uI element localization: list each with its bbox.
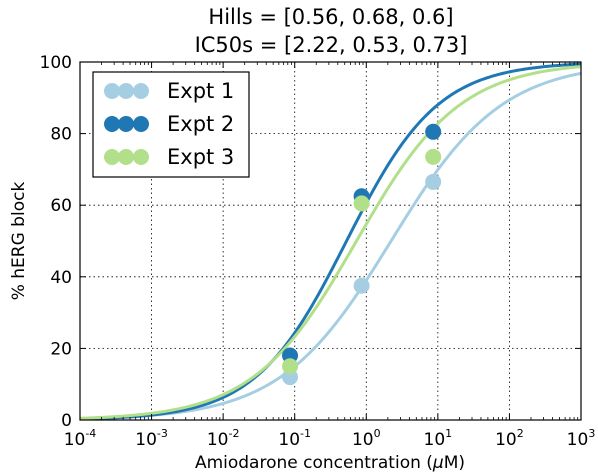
legend-label: Expt 1: [167, 79, 234, 103]
legend-marker: [104, 116, 120, 132]
y-tick-label: 0: [61, 411, 72, 431]
x-tick-label: 102: [495, 427, 524, 450]
legend: Expt 1 Expt 2 Expt 3: [92, 71, 250, 178]
axis-ticks: [79, 61, 582, 421]
x-tick-label: 10-4: [64, 427, 97, 450]
legend-marker: [104, 149, 120, 165]
data-point-series-3: [353, 195, 370, 212]
legend-label: Expt 3: [167, 145, 234, 169]
fitted-curves: [79, 62, 582, 421]
curve-series-3: [79, 65, 582, 420]
legend-marker: [133, 149, 149, 165]
legend-marker: [118, 116, 134, 132]
legend-marker: [104, 83, 120, 99]
data-point-series-3: [425, 148, 442, 165]
data-point-series-1: [353, 277, 370, 294]
x-tick-label: 10-3: [135, 427, 168, 450]
data-points: [282, 123, 442, 386]
legend-marker: [133, 116, 149, 132]
data-point-series-2: [425, 123, 442, 140]
y-tick-label: 100: [40, 53, 72, 73]
legend-marker: [133, 83, 149, 99]
x-tick-label: 103: [567, 427, 596, 450]
y-tick-label: 20: [50, 339, 72, 359]
chart-title-hills: Hills = [0.56, 0.68, 0.6]: [208, 5, 453, 29]
data-point-series-1: [425, 173, 442, 190]
x-tick-label: 10-2: [207, 427, 240, 450]
legend-label: Expt 2: [167, 112, 234, 136]
legend-marker: [118, 83, 134, 99]
y-axis-label: % hERG block: [9, 182, 29, 301]
y-tick-labels: 0 20 40 60 80 100: [40, 53, 72, 431]
plot-frame: [79, 61, 582, 421]
y-tick-label: 80: [50, 125, 72, 145]
chart-title-ic50s: IC50s = [2.22, 0.53, 0.73]: [195, 33, 468, 57]
legend-marker: [118, 149, 134, 165]
curve-series-2: [79, 62, 582, 421]
x-axis-label: Amiodarone concentration (μM): [195, 453, 465, 473]
x-tick-labels: 10-4 10-3 10-2 10-1 100 101 102 103: [64, 427, 596, 450]
data-point-series-3: [282, 358, 299, 375]
y-tick-label: 60: [50, 196, 72, 216]
x-tick-label: 100: [352, 427, 381, 450]
x-tick-label: 10-1: [278, 427, 311, 450]
y-tick-label: 40: [50, 268, 72, 288]
x-tick-label: 101: [424, 427, 453, 450]
